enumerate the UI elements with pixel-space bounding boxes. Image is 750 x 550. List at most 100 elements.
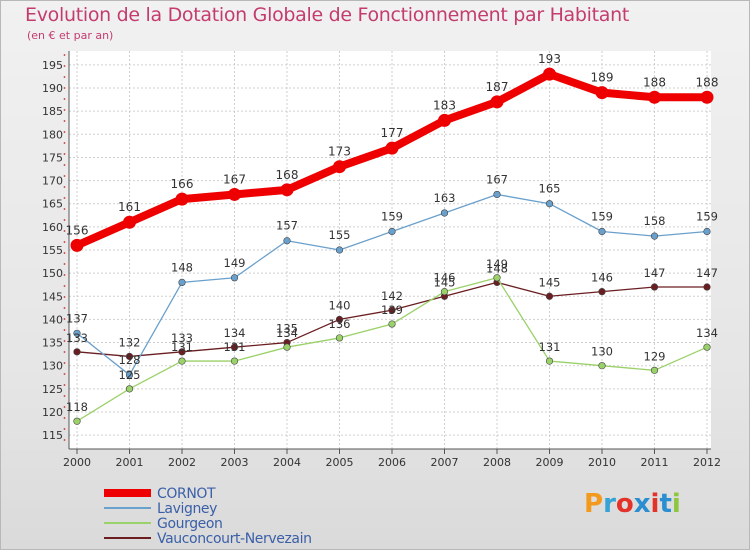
legend-label-lavigney: Lavigney	[157, 501, 217, 517]
point-lavigney	[388, 227, 396, 236]
legend-label-vauconcourt-nervezain: Vauconcourt-Nervezain	[157, 531, 312, 547]
point-gourgeon	[125, 385, 134, 393]
logo-letter: i	[650, 489, 660, 519]
point-lavigney	[703, 227, 711, 236]
data-label-gourgeon: 130	[591, 345, 613, 359]
y-axis-dot	[63, 252, 66, 254]
data-label-cornot: 156	[66, 223, 89, 237]
data-label-gourgeon: 131	[224, 340, 246, 354]
y-tick-label: 160	[42, 221, 63, 234]
point-gourgeon	[73, 417, 81, 425]
y-tick-label: 135	[42, 337, 63, 350]
data-label-gourgeon: 118	[66, 400, 88, 414]
proxiti-logo: Proxiti	[584, 489, 681, 519]
y-tick-label: 140	[42, 313, 63, 326]
data-label-vauconcourt-nervezain: 145	[539, 275, 561, 289]
y-tick-label: 130	[42, 360, 63, 373]
x-tick-label: 2006	[378, 456, 406, 469]
data-label-vauconcourt-nervezain: 147	[644, 266, 666, 280]
y-tick-label: 155	[42, 244, 63, 257]
data-label-lavigney: 148	[171, 260, 193, 274]
y-axis-dot	[63, 428, 66, 430]
data-label-cornot: 166	[171, 177, 194, 191]
data-label-gourgeon: 134	[276, 326, 298, 340]
y-axis-dot	[63, 351, 66, 353]
point-vauconcourt-nervezain	[335, 315, 344, 324]
point-vauconcourt-nervezain	[598, 288, 606, 296]
data-label-gourgeon: 136	[329, 317, 351, 331]
data-label-lavigney: 158	[644, 214, 666, 228]
y-axis-dot	[63, 417, 66, 419]
legend: CORNOTLavigneyGourgeonVauconcourt-Nervez…	[104, 486, 312, 547]
x-tick-label: 2005	[326, 456, 354, 469]
point-cornot	[490, 95, 504, 109]
x-tick-label: 2003	[221, 456, 249, 469]
data-label-cornot: 167	[223, 172, 246, 186]
data-label-vauconcourt-nervezain: 140	[329, 298, 351, 312]
point-lavigney	[493, 190, 501, 199]
x-tick-label: 2004	[273, 456, 301, 469]
point-gourgeon	[230, 357, 239, 365]
data-label-gourgeon: 134	[696, 326, 718, 340]
logo-letter: o	[615, 489, 634, 519]
data-label-lavigney: 163	[434, 191, 456, 205]
y-axis-dot	[63, 98, 66, 100]
chart-subtitle: (en € et par an)	[27, 29, 114, 42]
point-gourgeon	[545, 357, 554, 365]
point-cornot	[175, 192, 189, 206]
data-label-lavigney: 167	[486, 172, 508, 186]
y-axis-dot	[63, 208, 66, 210]
point-gourgeon	[598, 362, 606, 370]
y-tick-label: 115	[42, 429, 63, 442]
point-vauconcourt-nervezain	[73, 348, 81, 356]
y-axis-dot	[63, 87, 66, 89]
point-gourgeon	[388, 320, 396, 328]
data-label-vauconcourt-nervezain: 145	[434, 275, 456, 289]
data-label-vauconcourt-nervezain: 147	[696, 266, 718, 280]
y-axis-dot	[63, 109, 66, 111]
data-label-cornot: 193	[538, 52, 561, 66]
point-vauconcourt-nervezain	[125, 352, 134, 361]
y-axis-dot	[63, 318, 66, 320]
logo-letter: x	[633, 489, 651, 519]
point-gourgeon	[493, 274, 501, 282]
y-axis-dot	[63, 186, 66, 188]
y-axis-dot	[63, 406, 66, 408]
point-lavigney	[73, 329, 81, 337]
y-axis-dot	[63, 439, 66, 441]
point-lavigney	[178, 278, 186, 286]
point-vauconcourt-nervezain	[650, 283, 659, 291]
point-lavigney	[283, 237, 291, 245]
point-cornot	[228, 187, 241, 201]
y-axis-dot	[63, 274, 66, 276]
y-tick-label: 165	[42, 198, 63, 211]
data-label-cornot: 168	[276, 168, 299, 182]
y-axis-dot	[63, 373, 66, 375]
point-cornot	[700, 90, 714, 104]
point-vauconcourt-nervezain	[230, 343, 239, 351]
logo-letter: t	[659, 489, 672, 519]
legend-label-gourgeon: Gourgeon	[157, 516, 223, 532]
y-axis-dot	[63, 142, 66, 144]
x-tick-label: 2011	[641, 456, 669, 469]
data-label-vauconcourt-nervezain: 148	[486, 261, 508, 275]
y-axis-dot	[63, 362, 66, 364]
x-tick-label: 2008	[483, 456, 511, 469]
point-lavigney	[125, 371, 134, 379]
data-label-lavigney: 155	[329, 228, 351, 242]
point-cornot	[385, 141, 399, 155]
y-axis-dot	[63, 76, 66, 78]
x-tick-label: 2002	[168, 456, 196, 469]
point-cornot	[70, 238, 84, 252]
y-axis-dot	[63, 54, 66, 56]
data-label-vauconcourt-nervezain: 132	[119, 335, 141, 349]
y-axis-dot	[63, 307, 66, 309]
data-label-gourgeon: 125	[119, 368, 141, 382]
logo-letter: P	[584, 489, 604, 519]
data-label-cornot: 183	[433, 98, 456, 112]
point-gourgeon	[178, 357, 186, 365]
point-gourgeon	[440, 288, 449, 296]
data-label-gourgeon: 146	[434, 271, 456, 285]
point-gourgeon	[703, 343, 711, 351]
